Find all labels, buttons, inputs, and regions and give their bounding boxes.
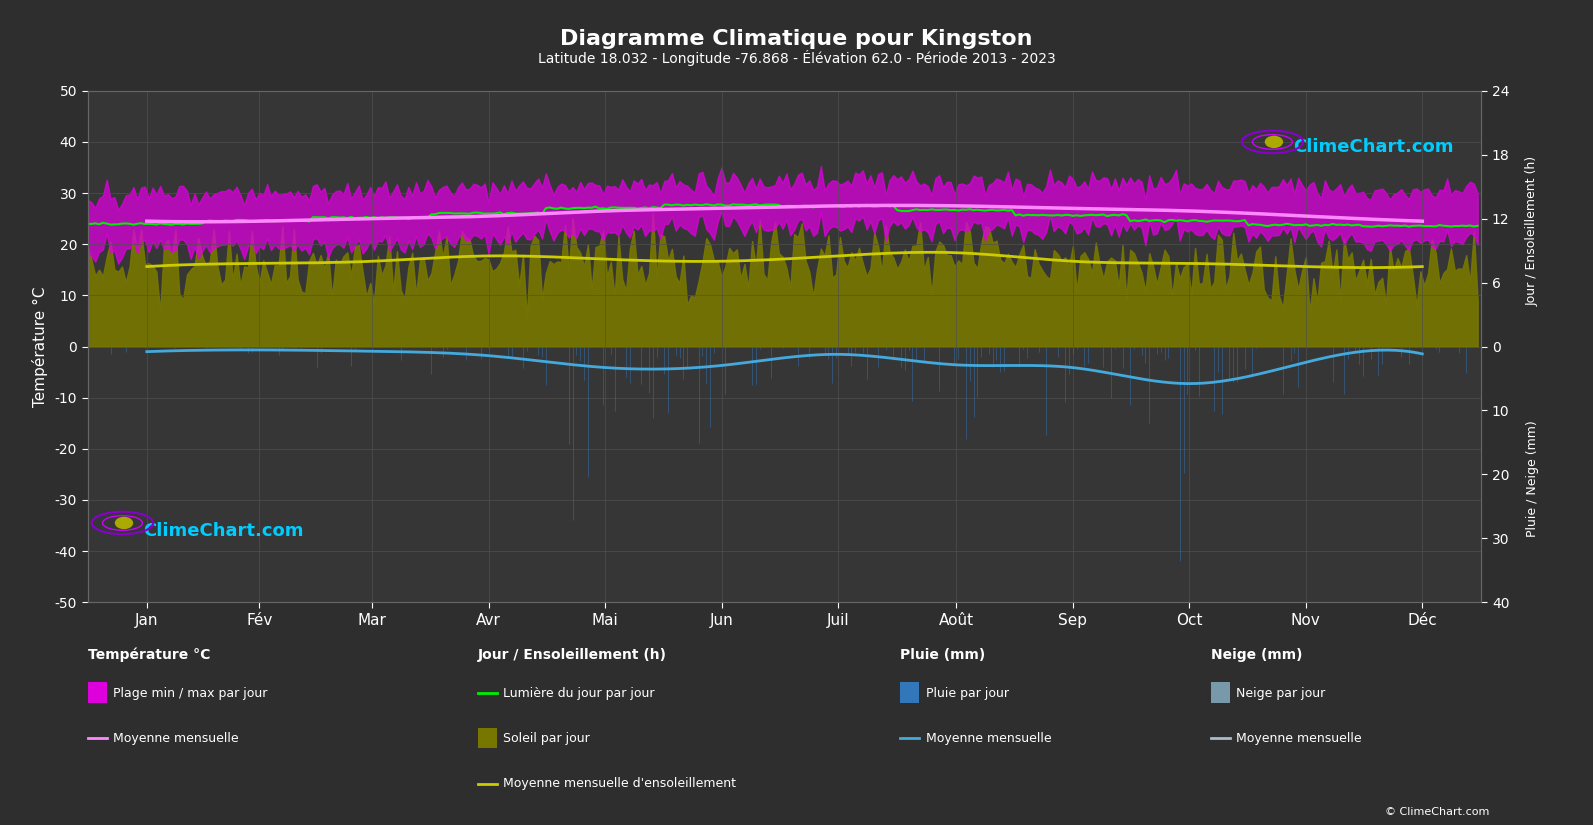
Text: Moyenne mensuelle: Moyenne mensuelle xyxy=(113,732,239,745)
Text: Moyenne mensuelle: Moyenne mensuelle xyxy=(926,732,1051,745)
Text: Jour / Ensoleillement (h): Jour / Ensoleillement (h) xyxy=(478,648,667,662)
Text: Neige par jour: Neige par jour xyxy=(1236,686,1325,700)
Text: Pluie (mm): Pluie (mm) xyxy=(900,648,986,662)
Text: Pluie par jour: Pluie par jour xyxy=(926,686,1008,700)
Text: Moyenne mensuelle: Moyenne mensuelle xyxy=(1236,732,1362,745)
Text: © ClimeChart.com: © ClimeChart.com xyxy=(1384,807,1489,817)
Text: Latitude 18.032 - Longitude -76.868 - Élévation 62.0 - Période 2013 - 2023: Latitude 18.032 - Longitude -76.868 - Él… xyxy=(537,50,1056,65)
Text: Lumière du jour par jour: Lumière du jour par jour xyxy=(503,686,655,700)
Text: Température °C: Température °C xyxy=(88,648,210,662)
Text: Diagramme Climatique pour Kingston: Diagramme Climatique pour Kingston xyxy=(561,29,1032,49)
Text: ClimeChart.com: ClimeChart.com xyxy=(143,521,304,540)
Ellipse shape xyxy=(115,516,134,529)
Text: ClimeChart.com: ClimeChart.com xyxy=(1294,138,1454,156)
Text: Soleil par jour: Soleil par jour xyxy=(503,732,589,745)
Text: Plage min / max par jour: Plage min / max par jour xyxy=(113,686,268,700)
Y-axis label: Température °C: Température °C xyxy=(32,286,48,407)
Text: Moyenne mensuelle d'ensoleillement: Moyenne mensuelle d'ensoleillement xyxy=(503,777,736,790)
Text: Neige (mm): Neige (mm) xyxy=(1211,648,1301,662)
Ellipse shape xyxy=(1265,135,1282,148)
Text: Pluie / Neige (mm): Pluie / Neige (mm) xyxy=(1526,420,1539,537)
Text: Jour / Ensoleillement (h): Jour / Ensoleillement (h) xyxy=(1526,156,1539,306)
